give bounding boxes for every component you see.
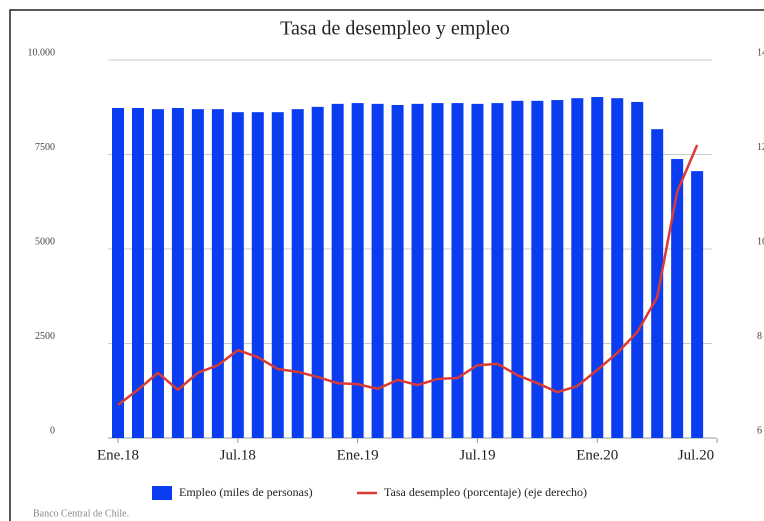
y-tick-label: 2500 [35,331,55,342]
bar [231,112,244,438]
bar [631,101,644,438]
bar [251,112,264,438]
bar [591,97,604,438]
chart-frame [9,9,764,521]
bar [551,100,564,439]
legend-swatch [152,486,172,500]
y2-tick-label: 12 [757,142,764,153]
bar [391,104,404,439]
bar [611,98,624,438]
bar [431,103,444,438]
x-tick-label: Ene.18 [97,447,139,463]
legend-label: Tasa desempleo (porcentaje) (eje derecho… [384,485,587,499]
y-tick-label: 5000 [35,236,55,247]
bar [151,109,164,438]
line [117,144,699,406]
bar [291,109,304,438]
bar [112,108,124,439]
y2-tick-label: 6 [757,425,762,436]
x-tick-label: Ene.20 [576,447,618,463]
bar [571,98,584,438]
y-tick-label: 7500 [35,142,55,153]
bar [511,100,524,438]
bar [331,103,344,439]
chart-title: Tasa de desempleo y empleo [280,18,510,40]
bar [491,103,504,438]
y2-tick-label: 14 [757,47,764,58]
bar [651,129,664,438]
bar [371,103,384,439]
y-tick-label: 0 [50,425,55,436]
x-tick-label: Ene.19 [337,447,379,463]
bar [351,103,364,438]
bar [171,108,184,439]
bar [671,159,684,438]
bar [471,103,484,439]
x-tick-label: Jul.18 [220,447,256,463]
y2-tick-label: 8 [757,331,762,342]
bar [411,103,424,439]
legend-label: Empleo (miles de personas) [179,485,313,499]
x-tick-label: Jul.19 [459,447,495,463]
bar [531,100,544,438]
bar [691,171,704,438]
x-tick-label: Jul.20 [678,447,714,463]
bar [191,109,204,438]
source-note: Banco Central de Chile. [33,508,129,519]
bar [311,106,324,438]
bar [271,112,284,438]
bar [451,103,464,438]
bar [211,109,224,438]
y-tick-label: 10.000 [28,47,56,58]
bar [131,108,144,439]
y2-tick-label: 10 [757,236,764,247]
